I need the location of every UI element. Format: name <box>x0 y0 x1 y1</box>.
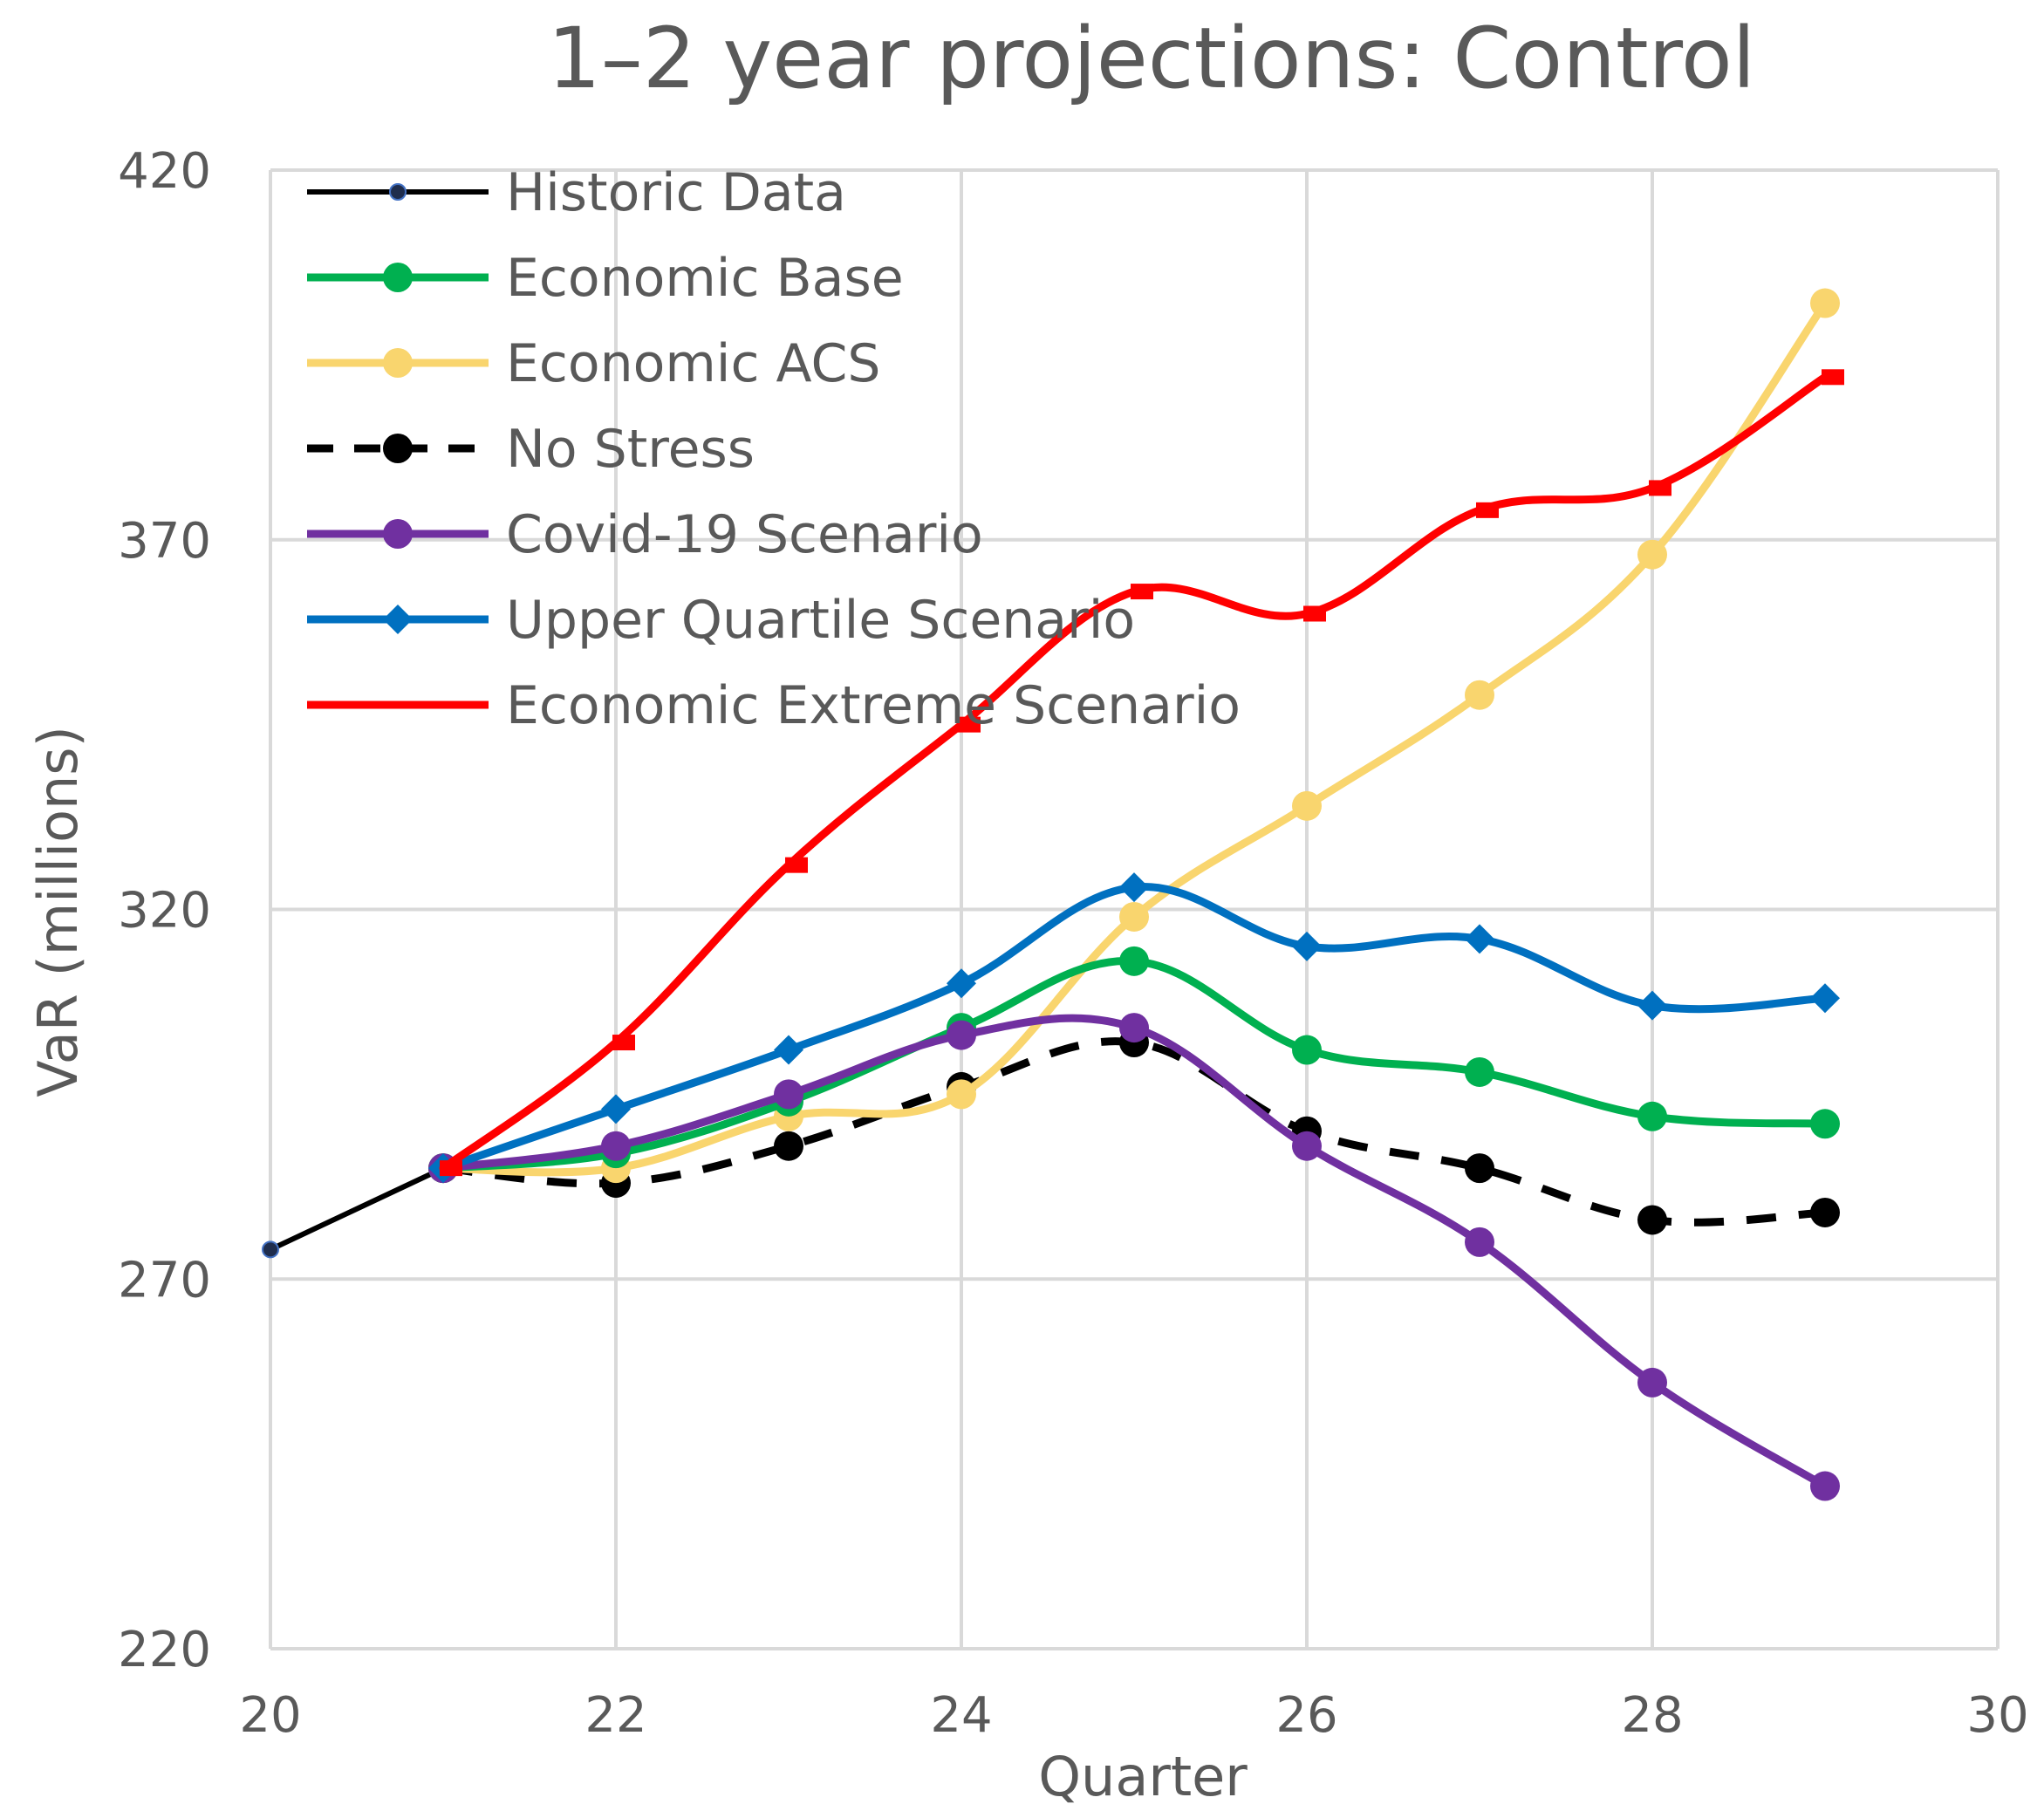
legend-item-economic-extreme-scenario: Economic Extreme Scenario <box>307 675 1241 736</box>
x-tick-label-26: 26 <box>1275 1687 1337 1744</box>
line-economic-extreme-scenario <box>439 372 1829 1172</box>
x-tick-label-24: 24 <box>930 1687 992 1744</box>
legend-item-no-stress: No Stress <box>307 419 755 480</box>
line-historic-data <box>268 1165 446 1253</box>
legend: Historic Data Economic Base Economic ACS No… <box>307 162 1241 736</box>
point-covid-19-scenario-26 <box>1292 1131 1322 1161</box>
point-upper-quartile-scenario-22 <box>601 1094 631 1124</box>
point-economic-base-25 <box>1119 946 1149 976</box>
legend-marker-economic-acs <box>383 348 413 378</box>
series-no-stress <box>428 1028 1840 1235</box>
legend-label-no-stress: No Stress <box>506 419 755 480</box>
point-economic-acs-26 <box>1292 790 1322 821</box>
series-economic-base <box>428 946 1840 1184</box>
y-axis-label: VaR (millions) <box>26 726 90 1097</box>
point-upper-quartile-scenario-23 <box>774 1035 803 1065</box>
point-covid-19-scenario-25 <box>1119 1013 1149 1043</box>
point-upper-quartile-scenario-26 <box>1292 931 1322 961</box>
series-economic-extreme-scenario <box>439 369 1844 1177</box>
point-economic-extreme-scenario-27 <box>1476 502 1499 518</box>
point-no-stress-29 <box>1810 1197 1840 1227</box>
x-axis-label: Quarter <box>1038 1745 1248 1808</box>
point-economic-extreme-scenario-23 <box>785 857 808 873</box>
point-upper-quartile-scenario-28 <box>1637 990 1667 1021</box>
point-upper-quartile-scenario-24 <box>947 968 976 999</box>
point-economic-extreme-scenario-29 <box>1822 369 1844 386</box>
legend-item-economic-acs: Economic ACS <box>307 333 881 394</box>
point-economic-acs-24 <box>947 1079 976 1110</box>
legend-marker-historic-data <box>389 183 407 201</box>
x-tick-label-30: 30 <box>1966 1687 2028 1744</box>
point-no-stress-27 <box>1465 1153 1494 1184</box>
point-upper-quartile-scenario-25 <box>1119 872 1149 903</box>
point-upper-quartile-scenario-27 <box>1465 924 1494 954</box>
point-upper-quartile-scenario-29 <box>1810 983 1840 1014</box>
legend-label-economic-base: Economic Base <box>506 248 904 309</box>
series-historic-data <box>262 1159 452 1259</box>
legend-marker-covid-19-scenario <box>383 519 413 549</box>
legend-label-upper-quartile-scenario: Upper Quartile Scenario <box>506 590 1135 651</box>
y-tick-label-220: 220 <box>118 1622 211 1678</box>
y-tick-label-420: 420 <box>118 143 211 200</box>
point-covid-19-scenario-24 <box>947 1020 976 1050</box>
chart-title: 1–2 year projections: Control <box>548 10 1756 107</box>
point-covid-19-scenario-29 <box>1810 1471 1840 1501</box>
point-economic-acs-28 <box>1637 539 1667 570</box>
point-economic-extreme-scenario-26 <box>1303 605 1326 622</box>
point-economic-acs-29 <box>1810 288 1840 318</box>
x-tick-label-22: 22 <box>584 1687 646 1744</box>
axis-ticks: 20 22 24 26 28 30 220 270 320 370 420 <box>118 143 2029 1744</box>
point-economic-acs-27 <box>1465 680 1494 710</box>
legend-label-economic-extreme-scenario: Economic Extreme Scenario <box>506 675 1241 736</box>
legend-marker-no-stress <box>383 434 413 463</box>
point-covid-19-scenario-23 <box>774 1079 803 1110</box>
y-tick-label-370: 370 <box>118 513 211 570</box>
point-economic-extreme-scenario-25 <box>1131 584 1153 600</box>
point-economic-base-28 <box>1637 1101 1667 1131</box>
legend-label-historic-data: Historic Data <box>506 162 846 223</box>
point-economic-base-26 <box>1292 1035 1322 1065</box>
point-no-stress-28 <box>1637 1205 1667 1235</box>
legend-label-economic-acs: Economic ACS <box>506 333 881 394</box>
point-economic-extreme-scenario-22 <box>612 1035 635 1051</box>
point-economic-extreme-scenario-21 <box>440 1160 462 1177</box>
series-layer <box>262 288 1844 1501</box>
point-historic-data-20 <box>262 1240 279 1259</box>
x-tick-label-28: 28 <box>1621 1687 1683 1744</box>
point-economic-extreme-scenario-28 <box>1649 480 1671 496</box>
line-no-stress <box>442 1037 1826 1227</box>
legend-marker-upper-quartile-scenario <box>383 605 413 634</box>
line-economic-acs <box>439 299 1829 1177</box>
point-covid-19-scenario-22 <box>601 1131 631 1161</box>
point-covid-19-scenario-27 <box>1465 1227 1494 1257</box>
y-tick-label-320: 320 <box>118 883 211 940</box>
point-economic-base-27 <box>1465 1056 1494 1087</box>
legend-marker-economic-base <box>383 263 413 292</box>
point-economic-acs-25 <box>1119 901 1149 932</box>
line-covid-19-scenario <box>439 1014 1829 1491</box>
legend-item-upper-quartile-scenario: Upper Quartile Scenario <box>307 590 1135 651</box>
legend-item-economic-base: Economic Base <box>307 248 904 309</box>
point-economic-base-29 <box>1810 1109 1840 1139</box>
legend-label-covid-19-scenario: Covid-19 Scenario <box>506 504 983 565</box>
x-tick-label-20: 20 <box>239 1687 301 1744</box>
point-economic-extreme-scenario-24 <box>958 716 981 733</box>
legend-item-covid-19-scenario: Covid-19 Scenario <box>307 504 983 565</box>
series-covid-19-scenario <box>428 1013 1840 1501</box>
point-no-stress-23 <box>774 1131 803 1161</box>
y-tick-label-270: 270 <box>118 1252 211 1309</box>
legend-item-historic-data: Historic Data <box>307 162 846 223</box>
point-covid-19-scenario-28 <box>1637 1367 1667 1398</box>
